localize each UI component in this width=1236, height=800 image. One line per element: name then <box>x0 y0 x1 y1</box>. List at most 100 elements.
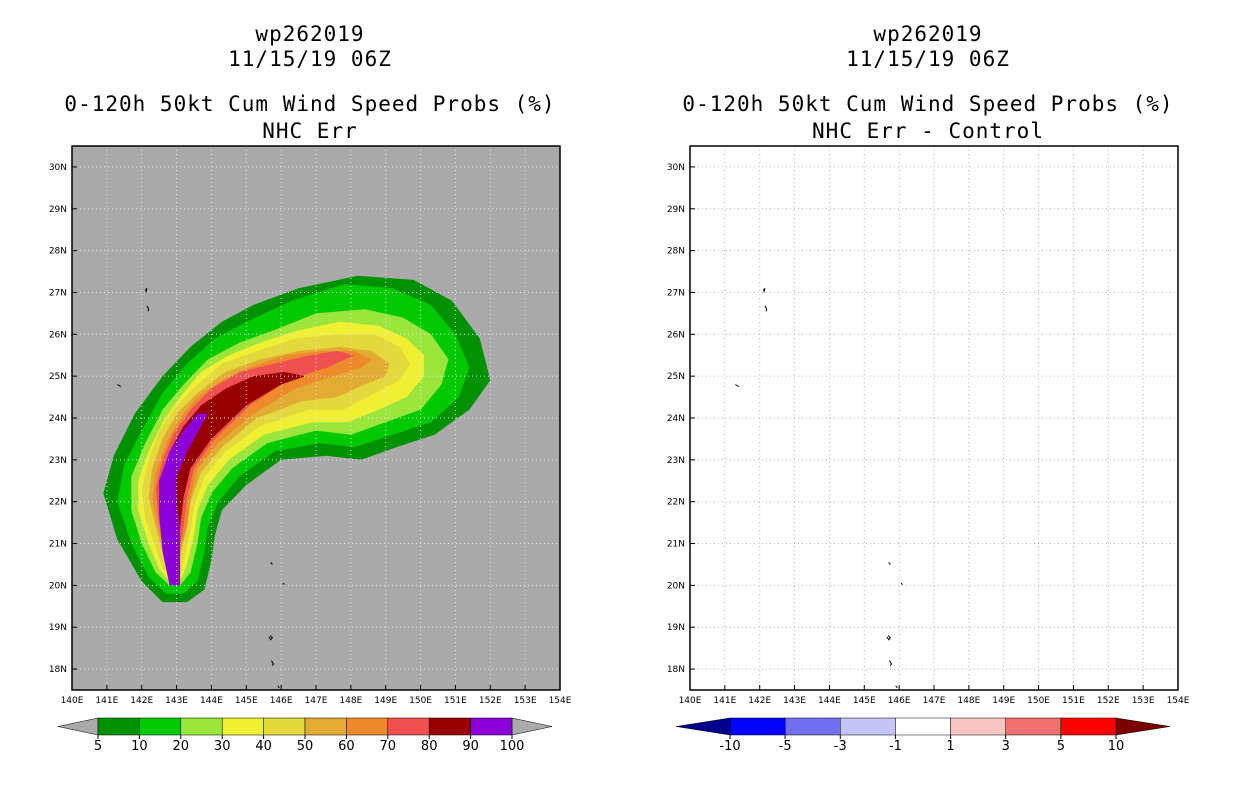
x-tick-label: 142E <box>130 696 153 706</box>
right-title-subtitle: NHC Err - Control <box>812 119 1044 143</box>
colorbar-label: 90 <box>462 739 479 754</box>
colorbar-swatch <box>1060 717 1117 736</box>
x-tick-label: 142E <box>748 696 771 706</box>
x-tick-label: 148E <box>339 696 362 706</box>
y-tick-label: 28N <box>49 247 67 257</box>
y-tick-label: 25N <box>49 372 67 382</box>
x-tick-label: 154E <box>1167 696 1190 706</box>
colorbar-swatch <box>950 717 1006 736</box>
x-tick-label: 149E <box>992 696 1015 706</box>
x-tick-label: 151E <box>444 696 467 706</box>
x-tick-label: 150E <box>1027 696 1050 706</box>
colorbar-below-arrow <box>57 717 99 736</box>
colorbar-label: 70 <box>380 739 397 754</box>
coastline <box>886 635 892 641</box>
x-tick-label: 149E <box>374 696 397 706</box>
colorbar-swatch <box>180 717 223 736</box>
colorbar-label: 3 <box>1002 739 1010 754</box>
colorbar-label: 10 <box>1108 739 1125 754</box>
x-tick-label: 144E <box>818 696 841 706</box>
y-tick-label: 28N <box>667 247 685 257</box>
right-title-product: 0-120h 50kt Cum Wind Speed Probs (%) <box>682 92 1174 116</box>
colorbar-above-arrow <box>1115 717 1171 736</box>
y-tick-label: 26N <box>667 330 685 340</box>
colorbar-label: -3 <box>834 739 847 754</box>
colorbar-swatch <box>304 717 347 736</box>
colorbar-label: 40 <box>255 739 272 754</box>
coastline <box>895 685 898 689</box>
y-tick-label: 20N <box>667 581 685 591</box>
y-tick-label: 19N <box>49 623 67 633</box>
y-tick-label: 24N <box>49 414 67 424</box>
y-tick-label: 27N <box>667 288 685 298</box>
colorbar-label: 30 <box>214 739 231 754</box>
x-tick-label: 146E <box>888 696 911 706</box>
coastline <box>764 305 768 312</box>
x-tick-label: 143E <box>165 696 188 706</box>
coastline <box>762 287 766 293</box>
map-panel-left: 140E 141E 142E 143E 144E 145E 146E 147E 148E 149E… <box>49 145 572 706</box>
coastline <box>888 660 893 667</box>
colorbar-swatch <box>470 717 513 736</box>
y-tick-label: 27N <box>49 288 67 298</box>
x-tick-label: 140E <box>679 696 702 706</box>
left-title-subtitle: NHC Err <box>262 119 358 143</box>
colorbar-label: -5 <box>779 739 792 754</box>
x-tick-label: 153E <box>514 696 537 706</box>
colorbar-right: -10 -5 -3 -1 1 3 5 10 <box>675 717 1171 754</box>
colorbar-left: 5 10 20 30 40 50 60 70 80 90 100 <box>57 717 553 754</box>
colorbar-label: 100 <box>500 739 525 754</box>
y-tick-label: 22N <box>667 498 685 508</box>
colorbar-label: 1 <box>946 739 954 754</box>
colorbar-swatch <box>221 717 264 736</box>
x-tick-label: 152E <box>479 696 502 706</box>
colorbar-swatch <box>784 717 841 736</box>
x-tick-label: 150E <box>409 696 432 706</box>
x-tick-label: 144E <box>200 696 223 706</box>
coastline <box>268 635 274 641</box>
x-tick-label: 153E <box>1132 696 1155 706</box>
colorbar-label: 5 <box>94 739 102 754</box>
right-title-id: wp262019 <box>873 22 983 46</box>
colorbar-above-arrow <box>511 717 553 736</box>
y-tick-label: 19N <box>667 623 685 633</box>
coastline <box>270 562 273 565</box>
colorbar-label: 10 <box>131 739 148 754</box>
colorbar-swatch <box>1005 717 1062 736</box>
colorbar-label: 5 <box>1057 739 1065 754</box>
colorbar-swatch <box>387 717 430 736</box>
x-tick-label: 147E <box>305 696 328 706</box>
coastline <box>900 582 903 585</box>
coastline <box>277 685 280 689</box>
y-tick-label: 24N <box>667 414 685 424</box>
x-tick-label: 151E <box>1062 696 1085 706</box>
right-title-time: 11/15/19 06Z <box>846 47 1010 71</box>
y-tick-label: 25N <box>667 372 685 382</box>
y-tick-label: 21N <box>49 540 67 550</box>
colorbar-label: -10 <box>719 739 740 754</box>
x-tick-label: 145E <box>853 696 876 706</box>
y-tick-label: 26N <box>49 330 67 340</box>
x-tick-label: 141E <box>95 696 118 706</box>
coastline <box>146 305 150 312</box>
y-tick-label: 29N <box>667 205 685 215</box>
x-tick-label: 146E <box>270 696 293 706</box>
y-tick-label: 23N <box>667 456 685 466</box>
y-tick-label: 20N <box>49 581 67 591</box>
x-tick-label: 152E <box>1097 696 1120 706</box>
colorbar-swatch <box>840 717 896 736</box>
coastline <box>144 287 148 293</box>
colorbar-swatch <box>263 717 306 736</box>
y-tick-label: 30N <box>49 163 67 173</box>
coastline <box>270 660 275 667</box>
colorbar-label: 80 <box>421 739 438 754</box>
colorbar-swatch <box>428 717 471 736</box>
colorbar-swatch <box>346 717 389 736</box>
coastline <box>888 562 891 565</box>
x-tick-label: 140E <box>61 696 84 706</box>
coastline <box>282 582 285 585</box>
x-tick-label: 148E <box>957 696 980 706</box>
left-title-product: 0-120h 50kt Cum Wind Speed Probs (%) <box>64 92 556 116</box>
x-tick-label: 147E <box>923 696 946 706</box>
